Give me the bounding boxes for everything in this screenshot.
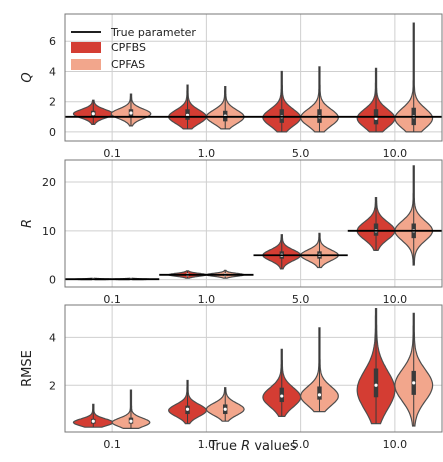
- y-tick-label: 4: [49, 331, 56, 344]
- x-tick-label: 0.1: [103, 438, 121, 451]
- panel-2: 0.1 1.0 5.0 10.0 0 10 20 R: [20, 159, 443, 306]
- violin-iqr-box: [317, 386, 322, 400]
- y-tick-label: 10: [42, 225, 56, 238]
- panel-3: 0.1 1.0 5.0 10.0 2 4 RMSE: [20, 304, 443, 451]
- panels: 0.1 1.0 5.0 10.0 0 2 4 6 Q True parameter CPFBS CPF…: [20, 13, 443, 451]
- x-tick-label: 1.0: [198, 438, 216, 451]
- violin-median: [223, 407, 227, 411]
- violin-median: [412, 381, 416, 385]
- x-tick-label: 10.0: [383, 293, 408, 306]
- x-tick-label: 5.0: [292, 147, 310, 160]
- x-tick-label: 1.0: [198, 147, 216, 160]
- x-tick-label: 5.0: [292, 293, 310, 306]
- violin-median: [129, 419, 133, 423]
- x-tick-label: 10.0: [383, 147, 408, 160]
- legend-swatch-cpfbs: [71, 42, 101, 53]
- y-axis-label: R: [20, 219, 35, 228]
- y-tick-label: 20: [42, 176, 56, 189]
- legend-label: CPFBS: [111, 41, 146, 54]
- y-tick-label: 4: [49, 65, 56, 78]
- y-tick-label: 2: [49, 379, 56, 392]
- violin-median: [374, 383, 378, 387]
- violin-median: [91, 419, 95, 423]
- panel-1: 0.1 1.0 5.0 10.0 0 2 4 6 Q True parameter CPFBS CPF…: [20, 13, 443, 160]
- violin-median: [317, 393, 322, 397]
- x-tick-label: 0.1: [103, 147, 121, 160]
- violin-median: [129, 111, 133, 115]
- legend-label: CPFAS: [111, 58, 145, 71]
- legend-label: True parameter: [110, 26, 196, 39]
- violin-median: [185, 407, 190, 411]
- x-tick-label: 5.0: [292, 438, 310, 451]
- y-axis-label: Q: [20, 72, 35, 82]
- legend: True parameter CPFBS CPFAS: [71, 26, 196, 71]
- violin-median: [280, 394, 284, 398]
- plot-frame: [64, 304, 443, 433]
- x-tick-label: 0.1: [103, 293, 121, 306]
- x-tick-label: 1.0: [198, 293, 216, 306]
- violin-iqr-box: [373, 368, 379, 398]
- plot-frame: [64, 13, 443, 142]
- y-tick-label: 6: [49, 35, 56, 48]
- y-tick-label: 2: [49, 96, 56, 109]
- legend-swatch-cpfas: [71, 59, 101, 70]
- y-axis-label: RMSE: [20, 350, 35, 387]
- y-tick-label: 0: [49, 126, 56, 139]
- violin-median: [91, 112, 95, 116]
- x-axis-label: True R values: [208, 439, 296, 454]
- y-tick-label: 0: [49, 274, 56, 287]
- plot-frame: [64, 159, 443, 288]
- x-tick-label: 10.0: [383, 438, 408, 451]
